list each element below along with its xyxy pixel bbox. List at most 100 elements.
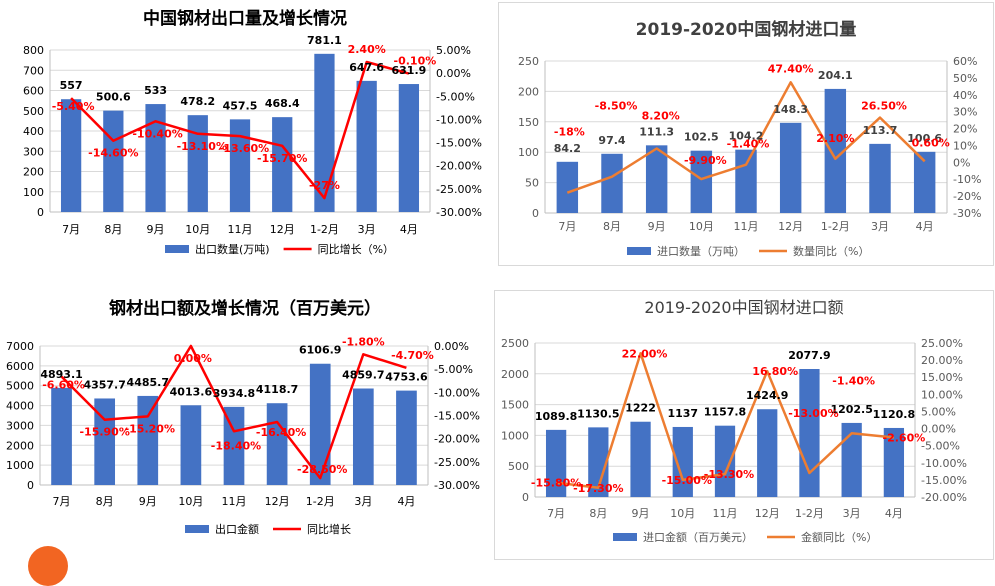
bar-data-label: 84.2 xyxy=(554,142,581,155)
chart-title: 2019-2020中国钢材进口量 xyxy=(636,19,857,40)
bar xyxy=(645,145,668,213)
line-data-label: -18.40% xyxy=(211,439,261,452)
y-tick-label: 200 xyxy=(518,85,539,98)
line-series xyxy=(60,344,407,480)
bar xyxy=(314,53,335,212)
bar xyxy=(309,363,331,485)
y-tick-label: 2000 xyxy=(6,439,34,452)
y2-tick-label: -5.00% xyxy=(436,90,475,103)
bar-data-label: 113.7 xyxy=(863,124,898,137)
y2-tick-label: -25.00% xyxy=(436,183,482,196)
bar-data-label: 1137 xyxy=(667,407,698,420)
bar-data-label: 102.5 xyxy=(684,131,719,144)
bar-data-label: 1120.8 xyxy=(873,408,915,421)
line-data-label: -15.80% xyxy=(531,477,581,490)
x-tick-label: 10月 xyxy=(689,220,714,233)
bar-data-label: 478.2 xyxy=(180,95,215,108)
bar-data-label: 4013.6 xyxy=(170,385,213,398)
y-tick-label: 500 xyxy=(508,460,529,473)
bar xyxy=(779,122,802,213)
line-data-label: -15.90% xyxy=(79,426,129,439)
y2-tick-label: -20% xyxy=(953,190,981,203)
bar xyxy=(545,429,567,497)
bar xyxy=(824,88,847,213)
line-data-label: -18% xyxy=(554,126,585,139)
x-tick-label: 7月 xyxy=(558,220,576,233)
x-tick-label: 11月 xyxy=(228,223,253,236)
x-tick-label: 7月 xyxy=(547,507,565,520)
bar-data-label: 4357.7 xyxy=(83,378,125,391)
y2-tick-label: 40% xyxy=(953,89,977,102)
y2-tick-label: -5.00% xyxy=(921,440,960,453)
y-tick-label: 300 xyxy=(23,145,44,158)
chart-export-value-svg: 钢材出口额及增长情况（百万美元） 0 1000 2000 3000 4000 5000 600… xyxy=(6,298,480,536)
bar-data-label: 1202.5 xyxy=(830,403,872,416)
legend-swatch-bar xyxy=(185,525,209,533)
line-data-label: -8.50% xyxy=(595,100,638,113)
legend-swatch-bar xyxy=(165,245,189,253)
line-data-label: -13.60% xyxy=(219,142,269,155)
bar-data-label: 111.3 xyxy=(639,125,674,138)
bar xyxy=(51,387,72,485)
line-data-label: 2.10% xyxy=(816,132,854,145)
line-data-label: -0.10% xyxy=(394,55,437,68)
bar-data-label: 148.3 xyxy=(773,103,808,116)
bar xyxy=(883,427,905,497)
line-data-label: -2.60% xyxy=(883,431,926,444)
y2-tick-label: -15.00% xyxy=(436,137,482,150)
bar-data-label: 1157.8 xyxy=(704,406,746,419)
x-tick-label: 4月 xyxy=(885,507,903,520)
bar-data-label: 468.4 xyxy=(265,97,300,110)
bar-data-label: 4753.6 xyxy=(385,371,428,384)
line-data-label: -10.40% xyxy=(132,127,182,140)
x-tick-label: 12月 xyxy=(778,220,803,233)
x-tick-label: 9月 xyxy=(147,223,165,236)
bar-data-label: 2077.9 xyxy=(788,349,830,362)
x-tick-label: 7月 xyxy=(62,223,80,236)
bar xyxy=(630,421,651,497)
chart-title: 钢材出口额及增长情况（百万美元） xyxy=(109,298,381,319)
bar xyxy=(799,369,820,497)
bar-data-label: 104.2 xyxy=(729,130,764,143)
bar xyxy=(690,150,713,213)
line-data-label: -28.50% xyxy=(297,463,347,476)
legend-swatch-bar xyxy=(613,533,637,541)
line-data-label: -13.10% xyxy=(177,140,227,153)
legend-label: 同比增长 xyxy=(307,522,351,536)
x-tick-label: 10月 xyxy=(185,223,210,236)
y2-tick-label: -10.00% xyxy=(921,457,967,470)
line-data-label: -1.40% xyxy=(727,138,770,151)
x-tick-label: 12月 xyxy=(755,507,780,520)
chart-export-value: 钢材出口额及增长情况（百万美元） 0 1000 2000 3000 4000 5000 600… xyxy=(0,290,490,560)
y2-tick-label: 0.00% xyxy=(436,67,471,80)
x-tick-label: 3月 xyxy=(843,507,861,520)
x-tick-label: 4月 xyxy=(400,223,418,236)
bar-data-label: 204.1 xyxy=(818,69,853,82)
bar xyxy=(601,153,623,213)
bar xyxy=(187,115,208,212)
x-tick-label: 8月 xyxy=(104,223,122,236)
line-data-label: -27% xyxy=(309,179,340,192)
bar-data-label: 6106.9 xyxy=(299,344,341,357)
bar xyxy=(913,151,936,213)
bar-data-label: 647.6 xyxy=(349,61,384,74)
y-tick-label: 4000 xyxy=(6,400,34,413)
legend-label: 金额同比（%） xyxy=(801,530,877,544)
bar xyxy=(266,403,288,485)
chart-title: 2019-2020中国钢材进口额 xyxy=(644,298,843,317)
y-tick-label: 2000 xyxy=(501,368,529,381)
legend-label: 同比增长（%） xyxy=(318,242,394,256)
line-data-label: 26.50% xyxy=(861,100,907,113)
legend-label: 进口数量（万吨） xyxy=(657,245,745,258)
y2-tick-label: -25.00% xyxy=(434,456,480,469)
bar-data-label: 533 xyxy=(144,84,167,97)
x-tick-label: 1-2月 xyxy=(310,223,339,236)
chart-export-volume: 中国钢材出口量及增长情况 0 100 200 300 400 500 600 700 800 -30… xyxy=(0,0,490,278)
bar-data-label: 97.4 xyxy=(598,134,625,147)
y-tick-label: 1500 xyxy=(501,399,529,412)
legend-label: 进口金额（百万美元） xyxy=(643,530,753,544)
bar-data-label: 557 xyxy=(60,79,83,92)
bar-data-label: 1424.9 xyxy=(746,389,788,402)
x-tick-label: 11月 xyxy=(713,507,738,520)
x-tick-label: 3月 xyxy=(358,223,376,236)
